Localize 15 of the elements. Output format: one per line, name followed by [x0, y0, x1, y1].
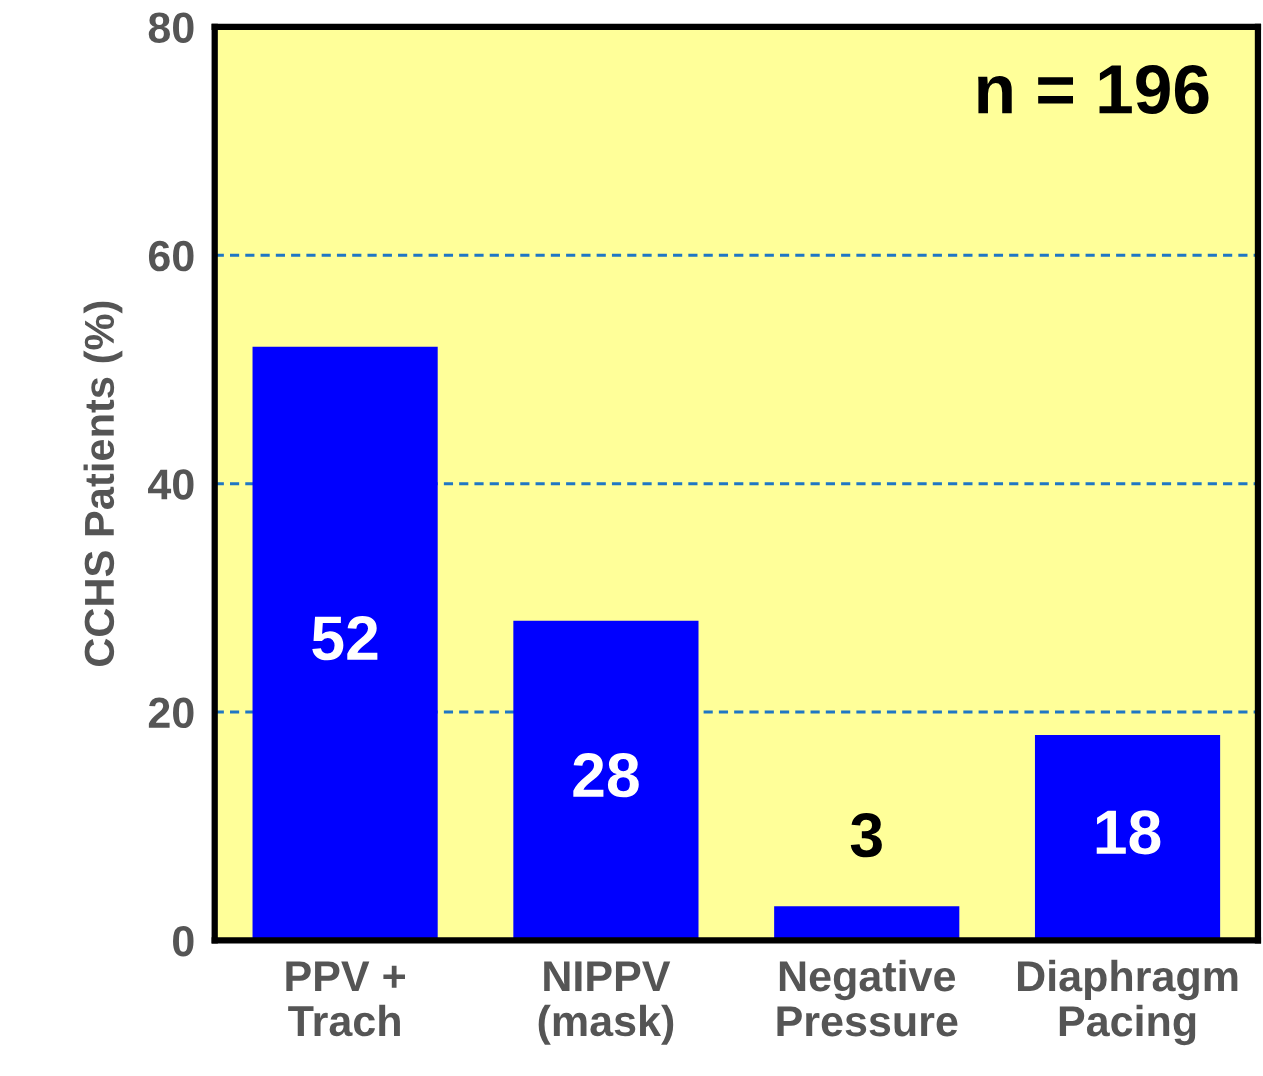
y-tick-label: 40: [148, 469, 194, 500]
y-axis-title: CCHS Patients (%): [83, 301, 123, 666]
x-tick-label: Negative Pressure: [777, 959, 958, 1037]
y-tick-label: 0: [173, 925, 194, 957]
x-tick-label: PPV + Trach: [286, 961, 405, 1037]
x-tick-label: Diaphragm Pacing: [1017, 959, 1238, 1046]
y-tick-label: 20: [148, 697, 194, 729]
y-tick-label: 60: [148, 240, 194, 272]
x-tick-label: NIPPV (mask): [538, 961, 674, 1045]
data-label: 3: [850, 813, 882, 858]
data-label: 52: [312, 616, 378, 661]
data-label: 18: [1096, 810, 1161, 855]
y-tick-label: 80: [148, 12, 194, 43]
data-label: 28: [573, 753, 639, 798]
annotation: n = 196: [978, 64, 1209, 115]
